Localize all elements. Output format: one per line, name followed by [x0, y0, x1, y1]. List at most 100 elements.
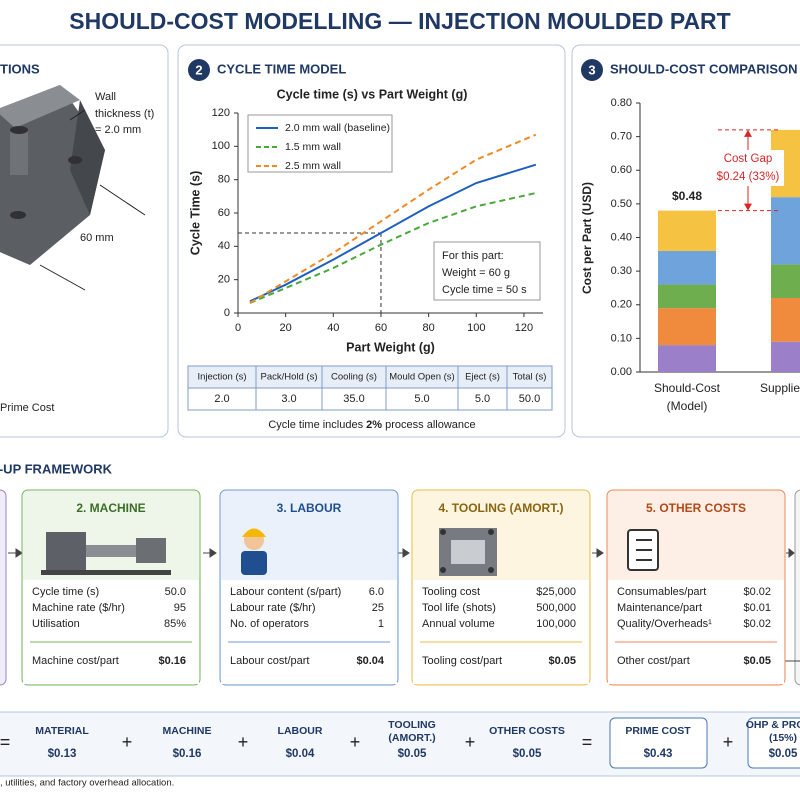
bar-segment: [658, 308, 716, 346]
footnote-part: Cycle time includes: [268, 419, 366, 431]
chart-title: Cycle time (s) vs Part Weight (g): [277, 87, 468, 101]
card-total-value: $0.05: [743, 655, 771, 667]
card-row-label: Annual volume: [422, 618, 495, 630]
icon-part: [41, 570, 171, 575]
card-icon: [627, 529, 659, 571]
x-tick-label: Should-Cost (Model): [653, 381, 721, 413]
card-title: 3. LABOUR: [277, 501, 342, 515]
card-row-label: Quality/Overheads¹: [617, 618, 712, 630]
table-header-cell: Total (s): [513, 372, 547, 383]
arrows: [8, 547, 800, 662]
line-series: [249, 163, 537, 303]
y-tick-label: 80: [218, 174, 230, 186]
card-row-value: $25,000: [536, 586, 576, 598]
footnote: , utilities, and factory overhead alloca…: [0, 778, 174, 789]
summary-label: LABOUR: [277, 725, 323, 737]
bar-segment: [771, 298, 800, 342]
y-tick-label: 0.80: [611, 97, 632, 109]
y-tick-label: 0.10: [611, 332, 632, 344]
card-row-value: 100,000: [536, 618, 576, 630]
table-footnote: Cycle time includes 2% process allowance: [268, 419, 475, 431]
summary-value: $0.16: [172, 748, 202, 760]
y-tick-label: 0.40: [611, 231, 632, 243]
card-row-label: Tool life (shots): [422, 602, 496, 614]
card-total-label: Labour cost/part: [230, 655, 310, 667]
y-tick-label: 0.00: [611, 366, 632, 378]
y-tick-label: 0: [224, 307, 230, 319]
table-cell: 3.0: [281, 393, 296, 405]
card-row-label: Consumables/part: [617, 586, 706, 598]
card-body: [221, 580, 397, 684]
line-series: [249, 133, 537, 304]
icon-part: [488, 529, 494, 535]
y-axis-label: Cycle Time (s): [188, 171, 202, 256]
bar-segment: [658, 284, 716, 309]
x-tick-label: 60: [375, 322, 387, 334]
summary-operator: +: [350, 732, 361, 752]
dimension: 60 mm: [80, 232, 114, 244]
arrowhead: [744, 203, 752, 211]
icon-part: [86, 545, 136, 557]
badge: [581, 59, 603, 81]
table-header-cell: Mould Open (s): [389, 372, 454, 383]
card-row-value: 500,000: [536, 602, 576, 614]
annotation: thickness (t): [95, 108, 154, 120]
icon-part: [451, 540, 485, 564]
card-row-label: Utilisation: [32, 618, 80, 630]
y-tick-label: 100: [212, 140, 230, 152]
y-tick-label: 0.30: [611, 265, 632, 277]
card-row-label: Labour rate ($/hr): [230, 602, 316, 614]
table-header-cell: Injection (s): [197, 372, 246, 383]
y-tick-label: 0.70: [611, 131, 632, 143]
page-title: SHOULD-COST MODELLING — INJECTION MOULDE…: [69, 8, 730, 34]
y-tick-label: 20: [218, 274, 230, 286]
card-row-label: No. of operators: [230, 618, 309, 630]
y-tick-label: 60: [218, 207, 230, 219]
bar-segment: [771, 197, 800, 265]
x-tick-label: 40: [327, 322, 339, 334]
annotation: Wall: [95, 91, 116, 103]
footnote-part: process allowance: [382, 419, 476, 431]
summary-box: [609, 717, 708, 769]
card: [0, 489, 7, 686]
annotation: For this part:: [442, 250, 504, 262]
x-axis-label: Part Weight (g): [346, 340, 435, 354]
card-body: [413, 580, 589, 684]
gap-label: $0.24 (33%): [717, 171, 780, 183]
card-total-value: $0.04: [356, 655, 384, 667]
x-tick-label: 100: [467, 322, 485, 334]
icon-part: [440, 529, 446, 535]
table-header-cell: Eject (s): [465, 372, 500, 383]
legend-box: [247, 114, 393, 173]
table-cell: 35.0: [343, 393, 364, 405]
card-row-value: $0.02: [743, 618, 771, 630]
card-body: [23, 580, 199, 684]
card-row-value: 95: [174, 602, 186, 614]
summary-label: MACHINE: [162, 725, 212, 737]
bar-total-label: $0.48: [672, 189, 702, 203]
legend-label: 1.5 mm wall: [285, 141, 341, 153]
card-total-value: $0.05: [548, 655, 576, 667]
x-tick-label: 120: [515, 322, 533, 334]
annotation: Cycle time = 50 s: [442, 284, 527, 296]
section-heading: COST BUILD-UP FRAMEWORK: [0, 461, 113, 476]
summary-label: MATERIAL: [35, 725, 89, 737]
panel-heading: SHOULD-COST COMPARISON: [610, 61, 798, 76]
card-row-value: $0.01: [743, 602, 771, 614]
card-row-label: Maintenance/part: [617, 602, 702, 614]
summary-label: OTHER COSTS: [489, 725, 565, 737]
summary-operator: +: [723, 732, 734, 752]
y-tick-label: 40: [218, 240, 230, 252]
card-total-value: $0.16: [158, 655, 186, 667]
bar-segment: [658, 345, 716, 372]
card-total-label: Machine cost/part: [32, 655, 119, 667]
summary-value: $0.43: [643, 748, 673, 760]
card-row-value: 1: [378, 618, 384, 630]
icon-part: [488, 567, 494, 573]
y-tick-label: 120: [212, 107, 230, 119]
icon-part: [241, 551, 267, 575]
icon-part: [46, 532, 86, 570]
card-row-value: 25: [372, 602, 384, 614]
icon-part: [440, 567, 446, 573]
legend-label: 2.0 mm wall (baseline): [285, 122, 390, 134]
